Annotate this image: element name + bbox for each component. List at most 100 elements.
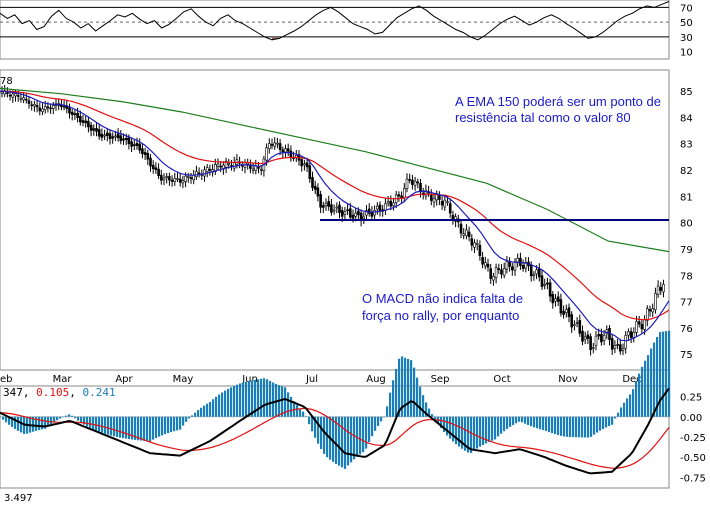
candle-body-124 bbox=[335, 206, 339, 209]
macd-hist-bar-201 bbox=[602, 416, 605, 429]
macd-hist-bar-11 bbox=[32, 416, 35, 432]
candle-body-118 bbox=[319, 194, 322, 208]
macd-hist-bar-183 bbox=[548, 416, 551, 433]
candle-body-27 bbox=[73, 113, 77, 115]
macd-hist-bar-131 bbox=[392, 380, 395, 417]
candle-body-213 bbox=[575, 322, 579, 324]
macd-hist-bar-164 bbox=[491, 416, 494, 441]
macd-hist-bar-150 bbox=[449, 416, 452, 439]
candle-body-152 bbox=[411, 179, 414, 185]
ema-20-line bbox=[0, 90, 670, 342]
macd-hist-bar-67 bbox=[200, 407, 203, 417]
rsi-panel: 70 50 30 10 bbox=[0, 0, 693, 60]
candle-body-56 bbox=[151, 164, 155, 169]
macd-hist-bar-167 bbox=[500, 416, 503, 434]
candle-body-150 bbox=[405, 178, 409, 189]
macd-hist-bar-56 bbox=[167, 416, 170, 434]
candle-body-178 bbox=[481, 257, 484, 265]
macd-hist-bar-38 bbox=[113, 416, 116, 437]
candle-body-145 bbox=[392, 202, 395, 206]
macd-hist-bar-214 bbox=[641, 366, 644, 417]
candle-body-138 bbox=[373, 210, 376, 216]
macd-hist-bar-126 bbox=[377, 416, 380, 426]
macd-hist-bar-79 bbox=[236, 384, 239, 417]
annotation-ema150-line1: A EMA 150 poderá ser um ponto de bbox=[455, 94, 661, 109]
macd-hist-bar-41 bbox=[122, 416, 125, 439]
candle-body-201 bbox=[543, 284, 547, 286]
macd-hist-bar-15 bbox=[44, 416, 47, 429]
macd-hist-bar-26 bbox=[77, 416, 80, 421]
candle-body-176 bbox=[475, 243, 479, 245]
annotation-macd-line1: O MACD não indica falta de bbox=[362, 291, 523, 306]
candle-body-29 bbox=[79, 116, 82, 123]
candle-body-230 bbox=[621, 348, 625, 351]
candle-body-100 bbox=[270, 144, 274, 146]
macd-hist-bar-137 bbox=[410, 360, 413, 417]
candle-body-200 bbox=[540, 275, 544, 287]
macd-hist-bar-65 bbox=[194, 412, 197, 417]
macd-hist-bar-74 bbox=[221, 392, 224, 417]
candle-body-19 bbox=[51, 105, 55, 109]
candle-body-236 bbox=[637, 321, 641, 325]
macd-hist-bar-0 bbox=[0, 416, 2, 418]
macd-hist-bar-223 bbox=[668, 330, 671, 417]
candle-body-11 bbox=[30, 104, 34, 107]
macd-legend: 347, 0.105, 0.241 bbox=[3, 386, 116, 399]
candle-body-225 bbox=[608, 328, 611, 341]
macd-hist-bar-211 bbox=[632, 389, 635, 417]
candle-body-33 bbox=[89, 124, 93, 131]
macd-hist-bar-127 bbox=[380, 416, 383, 422]
macd-hist-bar-44 bbox=[131, 416, 134, 440]
candle-body-23 bbox=[62, 105, 66, 108]
candle-body-107 bbox=[289, 150, 293, 159]
macd-hist-bar-194 bbox=[581, 416, 584, 438]
candle-body-53 bbox=[143, 152, 147, 155]
macd-hist-bar-203 bbox=[608, 416, 611, 427]
candle-body-105 bbox=[284, 148, 287, 153]
macd-hist-bar-213 bbox=[638, 373, 641, 417]
price-top-left-label: 78 bbox=[0, 76, 13, 87]
macd-hist-bar-204 bbox=[611, 416, 614, 425]
candle-body-206 bbox=[556, 296, 560, 302]
macd-hist-bar-108 bbox=[323, 416, 326, 454]
candle-body-211 bbox=[570, 314, 574, 328]
candle-body-220 bbox=[594, 335, 598, 346]
x-tick-dec: Dec bbox=[622, 374, 641, 385]
candle-body-154 bbox=[416, 181, 420, 184]
x-tick-mar: Mar bbox=[53, 374, 73, 385]
candle-body-235 bbox=[635, 321, 638, 333]
macd-hist-bar-30 bbox=[89, 416, 92, 428]
macd-hist-bar-188 bbox=[563, 416, 566, 437]
candle-body-245 bbox=[662, 284, 665, 293]
candle-body-63 bbox=[170, 179, 174, 182]
candle-body-171 bbox=[462, 233, 466, 236]
candle-body-28 bbox=[76, 112, 79, 118]
macd-hist-bar-1 bbox=[2, 416, 5, 420]
macd-legend-hist: 0.241 bbox=[83, 386, 116, 399]
macd-hist-bar-181 bbox=[542, 416, 545, 431]
macd-hist-bar-165 bbox=[494, 416, 497, 440]
candle-body-35 bbox=[95, 128, 98, 132]
macd-hist-bar-66 bbox=[197, 410, 200, 417]
candle-body-3 bbox=[8, 94, 12, 97]
candle-body-147 bbox=[397, 194, 401, 197]
macd-hist-bar-99 bbox=[296, 405, 299, 417]
macd-hist-bar-152 bbox=[455, 416, 458, 445]
macd-hist-bar-172 bbox=[515, 416, 518, 424]
price-tick-8: 77 bbox=[680, 298, 693, 309]
candle-body-165 bbox=[446, 201, 449, 203]
candle-body-8 bbox=[22, 97, 25, 101]
macd-hist-bar-216 bbox=[647, 355, 650, 417]
price-tick-0: 85 bbox=[680, 87, 693, 98]
candle-body-93 bbox=[251, 168, 255, 171]
x-tick-oct: Oct bbox=[493, 374, 510, 385]
candle-body-83 bbox=[224, 160, 228, 168]
macd-hist-bar-185 bbox=[554, 416, 557, 435]
macd-hist-bar-109 bbox=[326, 416, 329, 458]
macd-hist-bar-160 bbox=[479, 416, 482, 447]
macd-hist-bar-179 bbox=[536, 416, 539, 429]
price-tick-7: 78 bbox=[680, 271, 693, 282]
macd-hist-bar-89 bbox=[266, 379, 269, 417]
macd-hist-bar-43 bbox=[128, 416, 131, 440]
